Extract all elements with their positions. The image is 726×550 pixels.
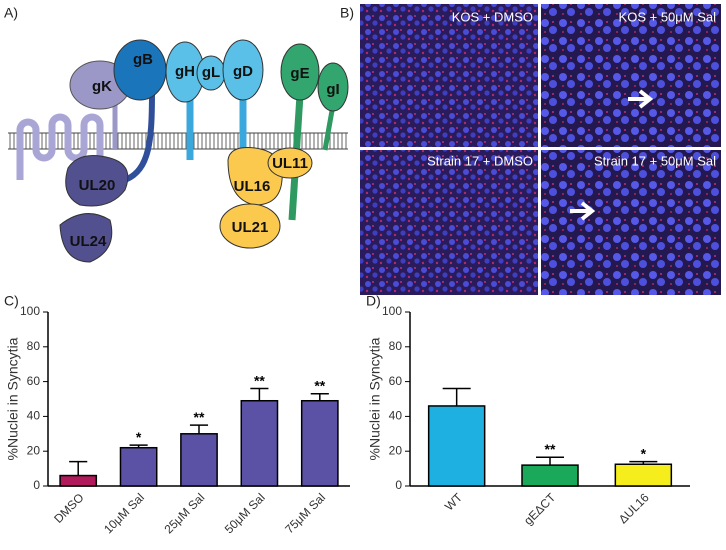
y-tick-label: 60 <box>389 374 403 388</box>
protein-label: UL20 <box>79 177 116 194</box>
protein <box>267 147 313 179</box>
stem <box>123 89 155 183</box>
protein <box>222 39 264 101</box>
y-tick-label: 0 <box>395 478 402 492</box>
protein-label: gD <box>233 63 253 80</box>
y-tick-label: 0 <box>33 478 40 492</box>
panel-label: B) <box>340 5 354 21</box>
diagram: A) gK gB gH gL gD gE gI UL20 UL16 UL11 U… <box>4 5 349 263</box>
y-tick-label: 100 <box>382 304 402 318</box>
y-tick-label: 60 <box>27 374 41 388</box>
y-tick-label: 80 <box>27 339 41 353</box>
bar <box>240 399 279 487</box>
micrograph-label: Strain 17 + 50μM Sal <box>594 153 716 168</box>
micrograph-label: Strain 17 + DMSO <box>427 153 533 168</box>
bar <box>59 474 98 487</box>
significance: * <box>641 445 647 461</box>
protein-label: gH <box>175 63 195 80</box>
bar <box>119 446 158 487</box>
protein <box>219 203 281 249</box>
protein <box>280 43 320 101</box>
bar <box>614 463 673 487</box>
significance: ** <box>545 441 556 457</box>
membrane <box>8 133 348 149</box>
y-tick-label: 20 <box>389 443 403 457</box>
protein <box>59 213 113 263</box>
arrow <box>628 89 654 109</box>
bar <box>521 464 579 487</box>
protein-label: UL21 <box>232 219 269 236</box>
x-tick-label: gEΔCT <box>521 490 559 528</box>
protein <box>113 39 167 101</box>
ul20-helices <box>16 113 104 180</box>
x-tick-label: DMSO <box>51 490 86 525</box>
protein-label: UL24 <box>70 233 107 250</box>
protein-label: UL16 <box>234 178 271 195</box>
significance: ** <box>314 377 325 393</box>
x-tick-label: 50μM Sal <box>222 490 268 536</box>
x-tick-label: 25μM Sal <box>161 490 207 536</box>
protein-label: UL11 <box>272 155 308 172</box>
panel-label: C) <box>4 293 19 309</box>
y-tick-label: 40 <box>27 409 41 423</box>
stem <box>322 104 336 151</box>
protein-label: gB <box>133 51 153 68</box>
x-tick-label: WT <box>442 490 466 514</box>
panel-label: D) <box>366 293 381 309</box>
y-tick-label: 20 <box>27 443 41 457</box>
bar <box>180 433 218 487</box>
x-tick-label: ΔUL16 <box>616 490 652 526</box>
significance: * <box>136 429 142 445</box>
micrographs: B) KOS + DMSO KOS + 50μM Sal Strain 17 +… <box>340 4 721 295</box>
protein-label: gE <box>290 65 309 82</box>
y-axis-label: %Nuclei in Syncytia <box>5 337 21 460</box>
protein <box>65 155 129 207</box>
micrograph-label: KOS + DMSO <box>452 9 533 24</box>
protein <box>317 62 349 112</box>
micrograph <box>541 150 721 295</box>
protein-label: gK <box>92 78 112 95</box>
y-tick-label: 80 <box>389 339 403 353</box>
significance: ** <box>194 409 205 425</box>
x-tick-label: 10μM Sal <box>101 490 147 536</box>
bar <box>427 405 486 487</box>
significance: ** <box>254 372 265 388</box>
bar <box>300 399 339 487</box>
micrograph <box>360 150 538 295</box>
panel-label: A) <box>4 5 18 21</box>
y-tick-label: 100 <box>20 304 40 318</box>
protein-label: gI <box>326 81 339 98</box>
y-tick-label: 40 <box>389 409 403 423</box>
y-axis-label: %Nuclei in Syncytia <box>367 337 383 460</box>
arrow <box>570 201 596 221</box>
x-tick-label: 75μM Sal <box>282 490 328 536</box>
micrograph <box>541 4 721 147</box>
protein-label: gL <box>202 64 220 81</box>
micrograph-label: KOS + 50μM Sal <box>619 9 717 24</box>
micrograph <box>360 4 538 147</box>
